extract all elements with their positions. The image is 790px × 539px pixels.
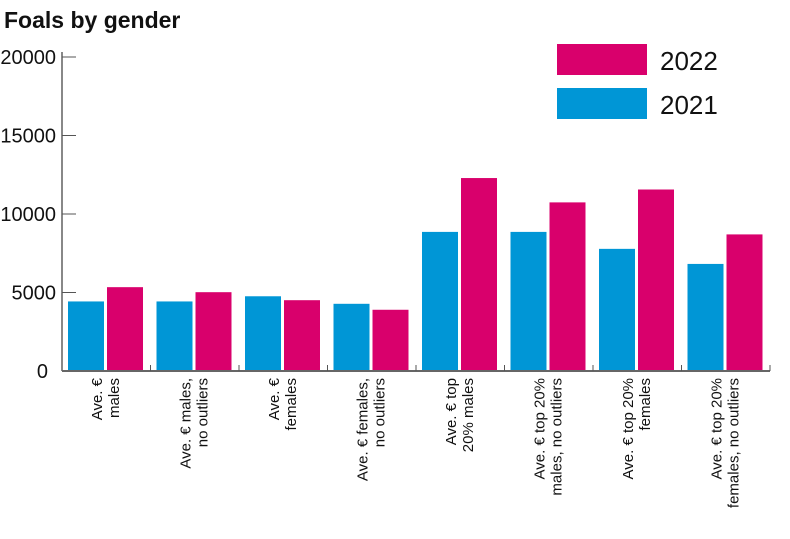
bar-2021-5 bbox=[422, 231, 458, 371]
category-label: Ave. € males, bbox=[178, 378, 195, 469]
bar-2021-6 bbox=[510, 231, 547, 371]
bar-2021-4 bbox=[333, 303, 370, 371]
bar-2021-8 bbox=[687, 263, 724, 371]
y-tick-label: 15000 bbox=[0, 126, 56, 148]
category-label: no outliers bbox=[372, 378, 389, 447]
category-label: females, no outliers bbox=[726, 378, 743, 508]
category-label: Ave. € top 20% bbox=[709, 378, 726, 479]
bar-2022-7 bbox=[638, 189, 674, 371]
category-label: Ave. € top bbox=[443, 378, 460, 445]
bar-2022-5 bbox=[461, 178, 497, 371]
category-label: females bbox=[637, 378, 654, 431]
bars bbox=[68, 178, 763, 371]
bar-2022-1 bbox=[107, 287, 143, 371]
category-label: females bbox=[283, 378, 300, 431]
bar-2022-4 bbox=[372, 309, 409, 371]
legend-swatch-2021 bbox=[557, 88, 647, 119]
legend: 2022 2021 bbox=[557, 44, 718, 120]
category-label: no outliers bbox=[195, 378, 212, 447]
category-label: Ave. € bbox=[89, 377, 106, 420]
bar-2021-3 bbox=[245, 296, 281, 371]
category-label: 20% males bbox=[460, 378, 477, 452]
category-label: Ave. € females, bbox=[355, 378, 372, 481]
y-tick-label: 10000 bbox=[0, 204, 56, 226]
bar-2022-3 bbox=[284, 300, 320, 371]
category-label: Ave. € top 20% bbox=[620, 378, 637, 479]
bar-2022-2 bbox=[195, 292, 232, 371]
x-axis: Ave. € males Ave. € males, no outliers Ave. … bbox=[62, 365, 771, 508]
bar-2021-7 bbox=[599, 248, 635, 371]
category-label: Ave. € top 20% bbox=[532, 378, 549, 479]
y-tick-label: 5000 bbox=[12, 283, 57, 305]
bar-2021-1 bbox=[68, 301, 104, 371]
y-axis: 0 5000 10000 15000 20000 bbox=[0, 47, 76, 383]
category-label: males, no outliers bbox=[549, 378, 566, 496]
legend-label-2022: 2022 bbox=[660, 46, 718, 76]
legend-label-2021: 2021 bbox=[660, 90, 718, 120]
category-label: males bbox=[106, 378, 123, 418]
bar-2022-6 bbox=[549, 202, 586, 371]
bar-2022-8 bbox=[726, 234, 763, 371]
y-tick-label: 0 bbox=[37, 361, 48, 383]
bar-2021-2 bbox=[156, 301, 193, 371]
category-label: Ave. € bbox=[266, 377, 283, 420]
chart-title: Foals by gender bbox=[4, 7, 180, 33]
legend-swatch-2022 bbox=[557, 44, 647, 75]
y-tick-label: 20000 bbox=[0, 47, 56, 69]
